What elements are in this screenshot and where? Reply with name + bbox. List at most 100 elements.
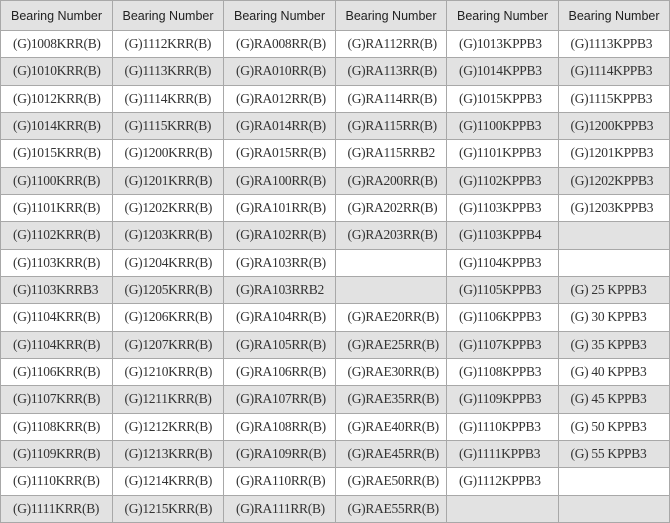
bearing-cell: (G)1015KPPB3 — [446, 84, 559, 113]
bearing-cell: (G)1113KPPB3 — [557, 29, 670, 59]
bearing-cell: (G)RA115RRB2 — [334, 139, 447, 168]
bearing-cell: (G) 50 KPPB3 — [557, 412, 670, 441]
bearing-cell: (G)1102KPPB3 — [446, 166, 559, 195]
table-row: (G)1101KRR(B) (G)1202KRR(B) (G)RA101RR(B)(… — [0, 193, 670, 223]
bearing-cell: (G)1101KPPB3 — [446, 139, 559, 168]
table-row: (G)1110KRR(B) (G)1214KRR(B) (G)RA110RR(B)(… — [0, 467, 670, 496]
bearing-cell: (G) 55 KPPB3 — [557, 439, 670, 469]
bearing-cell: (G)1106KPPB3 — [446, 303, 559, 332]
bearing-cell: (G)RA112RR(B) — [334, 29, 447, 59]
table-row: (G)1108KRR(B) (G)1212KRR(B) (G)RA108RR(B)(… — [0, 412, 670, 441]
table-row: (G)1107KRR(B) (G)1211KRR(B) (G)RA107RR(B)(… — [0, 385, 670, 414]
bearing-cell: (G)1201KPPB3 — [557, 139, 670, 168]
header-row: Bearing Number Bearing Number Bearing Numb… — [0, 0, 670, 31]
bearing-cell: (G)1101KRR(B) — [0, 193, 113, 223]
bearing-cell: (G)RAE20RR(B) — [334, 303, 447, 332]
table-row: (G)1103KRRB3 (G)1205KRR(B) (G)RA103RRB2 (G)… — [0, 275, 670, 305]
bearing-cell: (G)1015KRR(B) — [0, 139, 113, 168]
bearing-cell: (G)1107KRR(B) — [0, 385, 113, 414]
bearing-cell: (G)1214KRR(B) — [111, 467, 224, 496]
table-row: (G)1103KRR(B) (G)1204KRR(B) (G)RA103RR(B) (… — [0, 248, 670, 277]
bearing-cell: (G)1202KRR(B) — [111, 193, 224, 223]
bearing-cell: (G)1104KRR(B) — [0, 330, 113, 359]
bearing-cell: (G)1115KRR(B) — [111, 111, 224, 141]
bearing-cell: (G)1108KRR(B) — [0, 412, 113, 441]
bearing-cell: (G)RA102RR(B) — [223, 221, 336, 250]
bearing-cell: (G)1010KRR(B) — [0, 57, 113, 86]
bearing-cell: (G)1105KPPB3 — [446, 275, 559, 305]
bearing-cell: (G)RAE35RR(B) — [334, 385, 447, 414]
table-row: (G)1010KRR(B) (G)1113KRR(B) (G)RA010RR(B)(… — [0, 57, 670, 86]
bearing-cell: (G)1106KRR(B) — [0, 357, 113, 387]
bearing-cell: (G)1202KPPB3 — [557, 166, 670, 195]
bearing-cell: (G)RA100RR(B) — [223, 166, 336, 195]
bearing-cell: (G)1014KRR(B) — [0, 111, 113, 141]
bearing-cell: (G)1212KRR(B) — [111, 412, 224, 441]
bearing-cell — [557, 248, 670, 277]
bearing-cell: (G)RA113RR(B) — [334, 57, 447, 86]
bearing-cell: (G)1203KPPB3 — [557, 193, 670, 223]
bearing-cell: (G)1013KPPB3 — [446, 29, 559, 59]
table-row: (G)1015KRR(B) (G)1200KRR(B) (G)RA015RR(B)(… — [0, 139, 670, 168]
table-row: (G)1111KRR(B) (G)1215KRR(B) (G)RA111RR(B)(… — [0, 494, 670, 523]
bearing-cell: (G)RAE25RR(B) — [334, 330, 447, 359]
bearing-cell: (G)1205KRR(B) — [111, 275, 224, 305]
column-header: Bearing Number — [111, 0, 224, 31]
bearing-cell: (G)1103KPPB3 — [446, 193, 559, 223]
bearing-cell: (G)1103KPPB4 — [446, 221, 559, 250]
column-header: Bearing Number — [0, 0, 113, 31]
bearing-cell: (G)1114KRR(B) — [111, 84, 224, 113]
bearing-cell: (G)RA110RR(B) — [223, 467, 336, 496]
bearing-cell: (G)1104KPPB3 — [446, 248, 559, 277]
table-row: (G)1106KRR(B) (G)1210KRR(B) (G)RA106RR(B)(… — [0, 357, 670, 387]
bearing-cell: (G)1008KRR(B) — [0, 29, 113, 59]
bearing-cell: (G)1100KPPB3 — [446, 111, 559, 141]
bearing-cell: (G)1207KRR(B) — [111, 330, 224, 359]
bearing-cell: (G)1103KRR(B) — [0, 248, 113, 277]
bearing-cell: (G)1110KRR(B) — [0, 467, 113, 496]
bearing-cell: (G)1108KPPB3 — [446, 357, 559, 387]
bearing-cell: (G)RA202RR(B) — [334, 193, 447, 223]
bearing-cell: (G)1200KRR(B) — [111, 139, 224, 168]
bearing-cell: (G)RA108RR(B) — [223, 412, 336, 441]
bearing-cell — [334, 275, 447, 305]
bearing-cell: (G)RA010RR(B) — [223, 57, 336, 86]
bearing-cell: (G)1115KPPB3 — [557, 84, 670, 113]
column-header: Bearing Number — [334, 0, 447, 31]
bearing-cell: (G) 25 KPPB3 — [557, 275, 670, 305]
table-row: (G)1008KRR(B) (G)1112KRR(B) (G)RA008RR(B)(… — [0, 29, 670, 59]
column-header: Bearing Number — [446, 0, 559, 31]
bearing-cell — [557, 221, 670, 250]
bearing-cell: (G)1211KRR(B) — [111, 385, 224, 414]
bearing-cell: (G)RA008RR(B) — [223, 29, 336, 59]
bearing-cell: (G)RA105RR(B) — [223, 330, 336, 359]
bearing-cell: (G)1014KPPB3 — [446, 57, 559, 86]
bearing-cell: (G)RA200RR(B) — [334, 166, 447, 195]
bearing-cell: (G)1102KRR(B) — [0, 221, 113, 250]
bearing-cell: (G)RA101RR(B) — [223, 193, 336, 223]
bearing-cell: (G)RA104RR(B) — [223, 303, 336, 332]
table-row: (G)1102KRR(B) (G)1203KRR(B) (G)RA102RR(B)(… — [0, 221, 670, 250]
bearing-cell: (G)1210KRR(B) — [111, 357, 224, 387]
bearing-cell: (G) 40 KPPB3 — [557, 357, 670, 387]
bearing-cell — [557, 494, 670, 523]
bearing-cell: (G)RA103RRB2 — [223, 275, 336, 305]
table-row: (G)1104KRR(B) (G)1207KRR(B) (G)RA105RR(B)(… — [0, 330, 670, 359]
bearing-cell: (G)RA114RR(B) — [334, 84, 447, 113]
table-row: (G)1012KRR(B) (G)1114KRR(B) (G)RA012RR(B)(… — [0, 84, 670, 113]
bearing-cell: (G) 35 KPPB3 — [557, 330, 670, 359]
bearing-cell: (G)1012KRR(B) — [0, 84, 113, 113]
bearing-cell: (G)1215KRR(B) — [111, 494, 224, 523]
bearing-cell: (G)1112KRR(B) — [111, 29, 224, 59]
bearing-cell: (G)1206KRR(B) — [111, 303, 224, 332]
bearing-cell: (G)RA203RR(B) — [334, 221, 447, 250]
bearing-cell: (G)RA015RR(B) — [223, 139, 336, 168]
bearing-cell: (G)1114KPPB3 — [557, 57, 670, 86]
bearing-cell: (G)RAE40RR(B) — [334, 412, 447, 441]
bearing-cell: (G)RA109RR(B) — [223, 439, 336, 469]
bearing-cell — [334, 248, 447, 277]
bearing-cell: (G)RAE30RR(B) — [334, 357, 447, 387]
column-header: Bearing Number — [557, 0, 670, 31]
bearing-cell: (G)1103KRRB3 — [0, 275, 113, 305]
